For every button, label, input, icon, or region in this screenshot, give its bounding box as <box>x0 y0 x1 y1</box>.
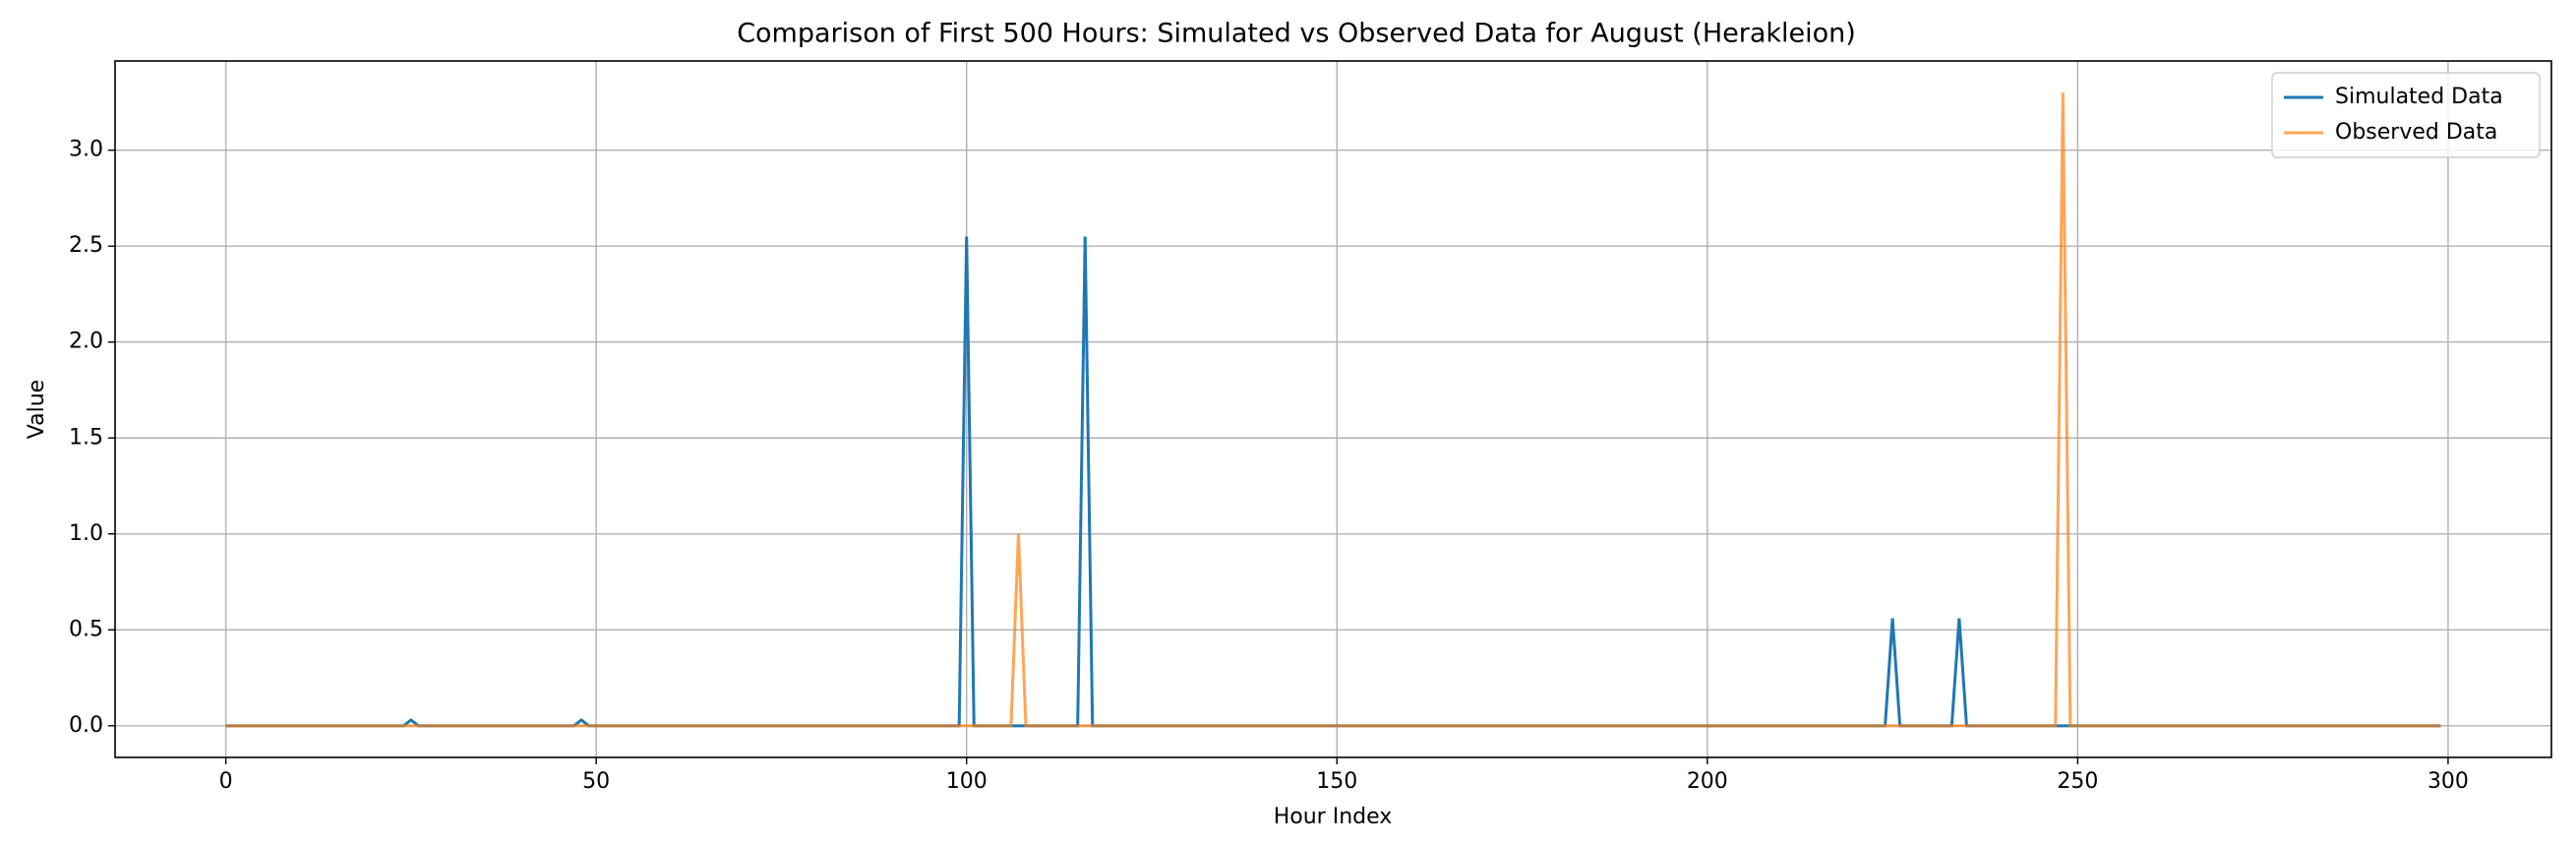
plot-frame <box>114 60 2552 758</box>
y-axis-label: Value <box>25 380 49 439</box>
y-tick-label: 1.5 <box>69 425 103 450</box>
x-tick-label: 200 <box>1687 769 1728 794</box>
x-axis-label: Hour Index <box>1274 805 1393 829</box>
legend-label: Observed Data <box>2335 120 2497 145</box>
data-line <box>225 92 2441 728</box>
x-tick-label: 0 <box>219 769 233 794</box>
legend-label: Simulated Data <box>2335 85 2503 109</box>
y-tick-label: 0.5 <box>69 617 103 641</box>
y-tick-label: 0.0 <box>69 713 103 738</box>
x-tick-label: 300 <box>2427 769 2469 794</box>
x-tick-label: 250 <box>2057 769 2098 794</box>
x-tick-label: 50 <box>582 769 610 794</box>
legend-box <box>2271 72 2541 158</box>
y-tick-label: 3.0 <box>69 138 103 162</box>
x-tick-label: 100 <box>946 769 988 794</box>
y-tick-label: 2.0 <box>69 330 103 354</box>
x-tick-label: 150 <box>1316 769 1357 794</box>
y-tick-label: 1.0 <box>69 521 103 546</box>
data-line <box>225 236 2441 728</box>
chart-title: Comparison of First 500 Hours: Simulated… <box>737 19 1856 49</box>
y-tick-label: 2.5 <box>69 233 103 258</box>
